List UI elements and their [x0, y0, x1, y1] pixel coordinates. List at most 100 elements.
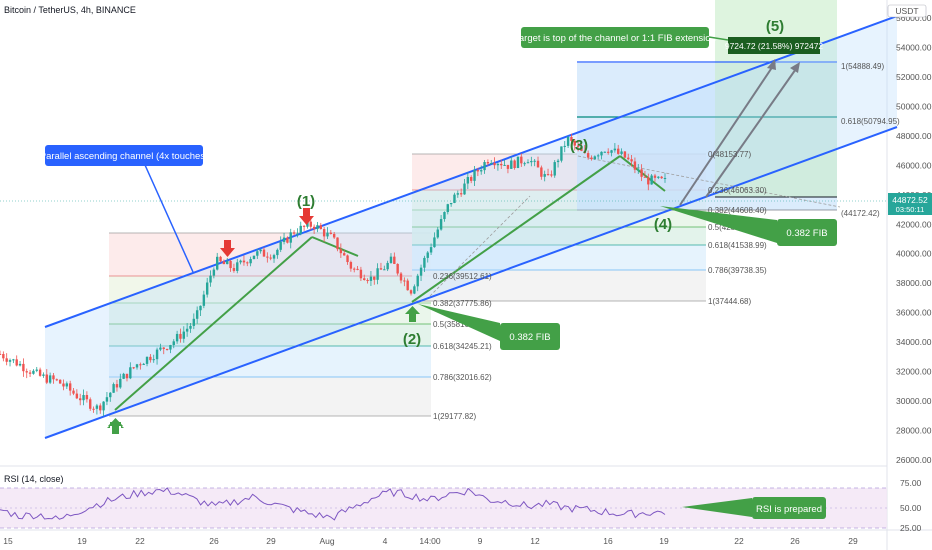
candle-body [530, 160, 533, 163]
candle-body [152, 359, 155, 361]
fib-1-level-label: 0.786(32016.62) [433, 373, 492, 382]
candle-body [38, 369, 42, 376]
price-tick-label: 46000.00 [896, 160, 932, 170]
candle-body [155, 349, 159, 360]
candle-body [359, 269, 363, 279]
candle-body [239, 260, 242, 263]
time-tick-label: Aug [319, 536, 334, 546]
candle-body [192, 318, 196, 326]
candle-body [319, 225, 323, 230]
time-tick-label: 14:00 [419, 536, 441, 546]
candle-body [172, 341, 175, 346]
candle-body [399, 273, 403, 281]
candle-body [413, 286, 416, 294]
candle-body [68, 383, 72, 391]
target-callout: Target is top of the channel or 1:1 FIB … [514, 27, 823, 54]
last-price: 44872.52 [892, 195, 928, 205]
candle-body [159, 347, 162, 350]
candle-body [429, 247, 433, 253]
rsi-pane: RSI (14, close) 75.00 50.00 25.00 RSI is… [0, 474, 922, 533]
channel-note: Parallel ascending channel (4x touches) [40, 151, 208, 162]
candle-body [25, 371, 28, 373]
price-axis[interactable]: 56000.00 54000.00 52000.00 50000.00 48000.00… [896, 13, 932, 465]
candle-body [252, 255, 256, 260]
candle-body [376, 268, 379, 280]
candle-body [550, 174, 553, 176]
candle-body [446, 204, 449, 213]
candle-body [520, 156, 523, 164]
price-candles [0, 133, 667, 417]
time-tick-label: 12 [530, 536, 540, 546]
candle-body [309, 221, 312, 227]
target-arrows [679, 59, 800, 206]
candle-body [590, 157, 593, 160]
candle-body [603, 151, 607, 153]
candle-body [570, 136, 573, 141]
candle-body [52, 375, 55, 380]
candle-body [423, 257, 426, 268]
candle-body [326, 232, 329, 237]
candle-body [165, 348, 169, 350]
time-tick-label: 9 [478, 536, 483, 546]
fib-extension-labels: 1(54888.49) 0.618(50794.95) (44172.42) [841, 62, 900, 218]
candle-body [349, 262, 353, 269]
symbol-title: Bitcoin / TetherUS, 4h, BINANCE [4, 5, 136, 15]
price-tick-label: 26000.00 [896, 455, 932, 465]
price-tick-label: 50000.00 [896, 101, 932, 111]
candle-body [115, 384, 119, 388]
price-tick-label: 38000.00 [896, 278, 932, 288]
candle-body [145, 356, 149, 364]
candle-body [627, 157, 630, 160]
candle-body [306, 221, 309, 227]
fib-2-level-label: 0(48153.77) [708, 150, 751, 159]
candle-body [42, 374, 45, 376]
candle-body [262, 249, 266, 257]
candle-body [99, 405, 102, 411]
bar-countdown: 03:50:11 [896, 205, 925, 214]
candle-body [232, 268, 236, 271]
candle-body [436, 229, 439, 238]
candle-body [286, 237, 289, 243]
candle-body [396, 263, 399, 274]
candle-body [563, 145, 566, 147]
rsi-label-50: 50.00 [900, 503, 922, 513]
candle-body [22, 363, 25, 372]
rsi-label-75: 75.00 [900, 478, 922, 488]
candle-body [219, 256, 222, 262]
candle-body [282, 237, 286, 242]
candle-body [62, 383, 65, 387]
candle-body [356, 268, 359, 270]
candle-body [389, 256, 393, 263]
candle-body [236, 262, 239, 271]
candle-body [272, 255, 276, 259]
fib-callout-2: 0.382 FIB [660, 206, 837, 246]
candle-body [212, 269, 216, 276]
candle-body [576, 145, 580, 147]
candle-body [289, 232, 292, 243]
candle-body [353, 268, 356, 270]
target-note: Target is top of the channel or 1:1 FIB … [514, 33, 716, 44]
time-axis[interactable]: 15 19 22 26 29 Aug 4 14:00 9 12 16 19 22 26 29 [3, 536, 858, 546]
price-tick-label: 52000.00 [896, 72, 932, 82]
fib-2-level-label: 0.618(41538.99) [708, 241, 767, 250]
candle-body [195, 310, 199, 319]
candle-body [139, 364, 142, 366]
candle-body [169, 345, 172, 350]
candle-body [8, 360, 12, 362]
rsi-note: RSI is prepared [756, 504, 822, 515]
candle-body [129, 367, 132, 379]
fib-1-labels: 0.236(39512.61) 0.382(37775.86) 0.5(3581… [433, 272, 492, 421]
wave-arrows [107, 208, 420, 434]
candle-body [373, 276, 376, 280]
candle-body [102, 401, 105, 411]
candle-body [346, 255, 349, 263]
candle-body [199, 305, 202, 311]
candle-body [513, 160, 516, 169]
trendline-wave-1 [114, 236, 313, 411]
price-tick-label: 56000.00 [896, 13, 932, 23]
candle-body [79, 398, 82, 401]
candle-body [35, 369, 38, 371]
currency-label: USDT [895, 6, 918, 16]
fib-2-level-label: 0.236(46063.30) [708, 186, 767, 195]
